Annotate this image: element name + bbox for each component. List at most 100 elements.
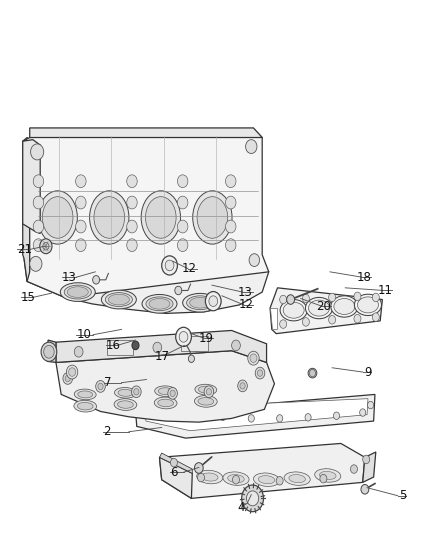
- Polygon shape: [107, 340, 133, 355]
- Ellipse shape: [143, 400, 149, 408]
- Ellipse shape: [249, 254, 260, 266]
- Ellipse shape: [308, 368, 317, 378]
- Ellipse shape: [206, 389, 212, 395]
- Ellipse shape: [33, 220, 44, 233]
- Ellipse shape: [134, 389, 139, 395]
- Ellipse shape: [127, 239, 137, 252]
- Text: 13: 13: [238, 286, 253, 298]
- Ellipse shape: [320, 474, 327, 483]
- Ellipse shape: [41, 342, 57, 361]
- Ellipse shape: [305, 414, 311, 421]
- Polygon shape: [23, 138, 30, 281]
- Polygon shape: [23, 129, 269, 297]
- Ellipse shape: [232, 340, 240, 351]
- Ellipse shape: [209, 296, 218, 306]
- Ellipse shape: [258, 475, 275, 484]
- Ellipse shape: [302, 318, 309, 326]
- Polygon shape: [56, 330, 267, 362]
- Ellipse shape: [44, 345, 54, 358]
- Ellipse shape: [105, 293, 132, 306]
- Ellipse shape: [198, 398, 214, 405]
- Ellipse shape: [225, 239, 236, 252]
- Ellipse shape: [66, 365, 78, 379]
- Text: 17: 17: [155, 350, 170, 362]
- Ellipse shape: [334, 298, 355, 314]
- Text: 15: 15: [21, 291, 36, 304]
- Ellipse shape: [357, 297, 378, 313]
- Ellipse shape: [177, 220, 188, 233]
- Ellipse shape: [329, 293, 336, 302]
- Ellipse shape: [225, 196, 236, 209]
- Ellipse shape: [127, 220, 137, 233]
- Polygon shape: [270, 288, 382, 334]
- Ellipse shape: [302, 294, 309, 303]
- Ellipse shape: [223, 472, 249, 486]
- Text: 19: 19: [198, 332, 213, 345]
- Ellipse shape: [276, 477, 283, 485]
- Ellipse shape: [114, 344, 122, 354]
- Ellipse shape: [354, 294, 382, 316]
- Ellipse shape: [74, 389, 96, 400]
- Ellipse shape: [187, 296, 214, 310]
- Ellipse shape: [132, 341, 139, 350]
- Polygon shape: [30, 128, 262, 138]
- Text: 7: 7: [104, 376, 111, 389]
- Ellipse shape: [331, 296, 358, 317]
- Polygon shape: [144, 399, 368, 431]
- Ellipse shape: [177, 239, 188, 252]
- Ellipse shape: [309, 369, 316, 377]
- Polygon shape: [24, 259, 269, 313]
- Ellipse shape: [225, 175, 236, 188]
- Ellipse shape: [114, 399, 137, 410]
- Ellipse shape: [315, 469, 341, 482]
- Ellipse shape: [63, 373, 73, 384]
- Ellipse shape: [368, 401, 374, 409]
- Text: 10: 10: [76, 328, 91, 341]
- Ellipse shape: [165, 406, 171, 413]
- Ellipse shape: [177, 196, 188, 209]
- Ellipse shape: [74, 400, 97, 412]
- Ellipse shape: [65, 375, 70, 382]
- Ellipse shape: [193, 191, 232, 244]
- Ellipse shape: [240, 383, 245, 389]
- Polygon shape: [181, 336, 208, 351]
- Ellipse shape: [60, 282, 95, 302]
- Ellipse shape: [30, 256, 42, 271]
- Ellipse shape: [319, 471, 336, 480]
- Ellipse shape: [155, 386, 177, 397]
- Ellipse shape: [197, 197, 228, 238]
- Ellipse shape: [225, 220, 236, 233]
- Ellipse shape: [228, 474, 244, 483]
- Ellipse shape: [42, 197, 73, 238]
- Ellipse shape: [179, 332, 188, 342]
- Ellipse shape: [154, 397, 177, 409]
- Ellipse shape: [118, 389, 133, 397]
- Ellipse shape: [108, 294, 129, 305]
- Polygon shape: [160, 443, 365, 498]
- Ellipse shape: [194, 463, 203, 473]
- Ellipse shape: [76, 220, 86, 233]
- Text: 20: 20: [316, 300, 331, 313]
- Ellipse shape: [280, 295, 287, 304]
- Ellipse shape: [238, 380, 247, 392]
- Ellipse shape: [114, 387, 136, 398]
- Ellipse shape: [192, 341, 201, 352]
- Ellipse shape: [33, 239, 44, 252]
- Ellipse shape: [204, 386, 214, 398]
- Ellipse shape: [142, 294, 177, 313]
- Ellipse shape: [250, 354, 257, 362]
- Ellipse shape: [280, 300, 307, 321]
- Ellipse shape: [350, 465, 357, 473]
- Ellipse shape: [183, 293, 218, 312]
- Ellipse shape: [361, 484, 369, 494]
- Ellipse shape: [177, 175, 188, 188]
- Ellipse shape: [74, 346, 83, 357]
- Ellipse shape: [195, 384, 217, 395]
- Ellipse shape: [253, 473, 280, 487]
- Ellipse shape: [191, 411, 198, 418]
- Ellipse shape: [248, 351, 259, 365]
- Ellipse shape: [101, 290, 136, 309]
- Polygon shape: [56, 351, 274, 422]
- Ellipse shape: [305, 297, 333, 319]
- Ellipse shape: [198, 473, 205, 482]
